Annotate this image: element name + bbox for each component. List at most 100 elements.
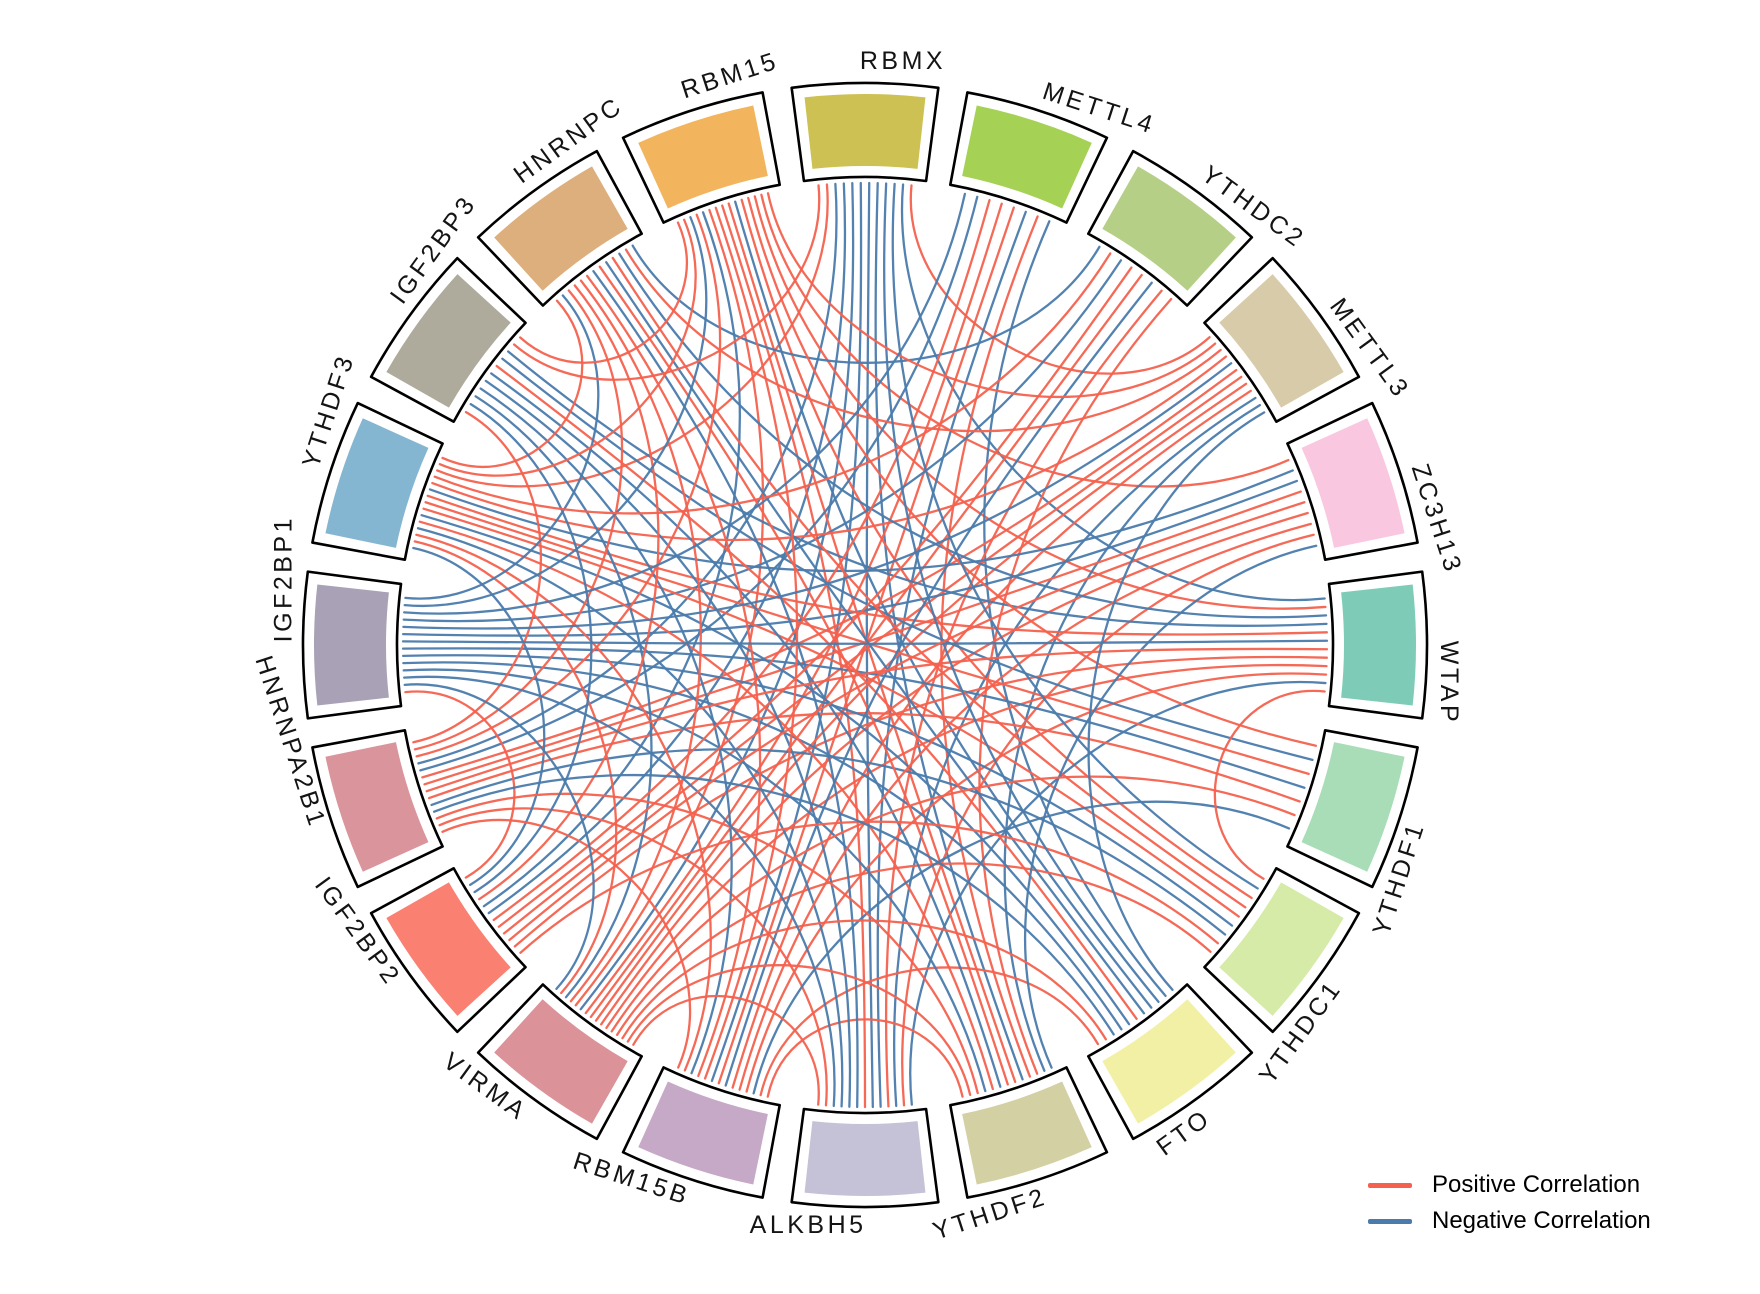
chord-link-ALKBH5-IGF2BP1 [403, 675, 836, 1108]
chord-link-RBMX-FTO [883, 182, 1160, 1003]
chord-link-RBM15-YTHDC1 [740, 198, 1253, 900]
chord-link-IGF2BP1-RBM15 [403, 216, 708, 608]
chord-link-ZC3H13-YTHDF3 [428, 469, 1294, 573]
sector-METTL3 [1203, 256, 1361, 423]
chord-link-ALKBH5-VIRMA [632, 994, 820, 1106]
chord-link-METTL4-VIRMA [584, 202, 1003, 1015]
chord-link-YTHDF2-RBM15B [766, 1018, 964, 1098]
chord-link-RBM15B-HNRNPC [586, 274, 762, 1078]
chord-link-WTAP-IGF2BP1 [401, 639, 1329, 645]
chord-link-RBM15B-HNRNPA2B1 [441, 818, 692, 1069]
sector-VIRMA [476, 983, 643, 1141]
chord-link-ZC3H13-YTHDF2 [1023, 544, 1318, 1069]
chord-link-FTO-VIRMA [621, 919, 1107, 1041]
sector-block-YTHDC1 [1219, 882, 1344, 1016]
chord-link-YTHDC2-VIRMA [589, 273, 1143, 1019]
chord-link-ZC3H13-IGF2BP2 [508, 501, 1306, 942]
sector-block-YTHDC2 [1102, 166, 1236, 291]
sector-ALKBH5 [790, 1107, 940, 1209]
chord-link-YTHDF1-RBM15B [752, 800, 1291, 1095]
legend: Positive Correlation Negative Correlatio… [1368, 1171, 1651, 1234]
chord-link-RBMX-METTL3 [909, 184, 1211, 375]
sector-HNRNPC [476, 149, 643, 307]
sector-block-IGF2BP2 [386, 882, 511, 1016]
sector-label-WTAP: WTAP [1435, 641, 1463, 725]
chord-link-IGF2BP1-HNRNPC [404, 294, 600, 600]
chord-link-METTL4-YTHDF2 [940, 215, 1039, 1078]
sector-IGF2BP2 [369, 867, 527, 1034]
chord-link-WTAP-HNRNPC [618, 252, 1328, 619]
chord-link-RBM15-IGF2BP2 [482, 211, 741, 908]
sector-block-FTO [1102, 999, 1236, 1124]
chord-link-RBM15-WTAP [753, 195, 1327, 610]
chord-link-METTL4-IGF2BP2 [492, 198, 991, 922]
chord-link-VIRMA-IGF2BP3 [474, 395, 653, 999]
chord-link-METTL3-IGF2BP1 [402, 362, 1233, 630]
chord-link-RBMX-IGF2BP3 [512, 184, 821, 381]
chord-link-YTHDC2-IGF2BP1 [402, 259, 1123, 623]
legend-label-negative: Negative Correlation [1432, 1207, 1651, 1234]
chord-link-ALKBH5-HNRNPC [592, 270, 859, 1109]
chord-link-YTHDF2-IGF2BP1 [402, 668, 987, 1093]
chord-link-YTHDC1-YTHDF3 [422, 507, 1240, 918]
chord-link-YTHDC1-HNRNPA2B1 [430, 748, 1227, 936]
chord-link-HNRNPA2B1-IGF2BP3 [412, 410, 542, 744]
chord-link-WTAP-YTHDF3 [426, 494, 1328, 636]
chord-link-WTAP-HNRNPA2B1 [425, 647, 1329, 793]
chord-link-WTAP-RBM15B [745, 672, 1328, 1093]
chord-links-layer [401, 181, 1329, 1109]
sector-FTO [1087, 983, 1254, 1141]
chord-link-ZC3H13-ALKBH5 [901, 533, 1315, 1107]
legend-label-positive: Positive Correlation [1432, 1171, 1641, 1198]
sector-block-METTL3 [1219, 274, 1344, 408]
sector-block-IGF2BP1 [314, 584, 389, 706]
chord-link-RBM15-METTL3 [766, 192, 1217, 399]
chord-link-METTL4-IGF2BP1 [403, 192, 967, 615]
chord-link-VIRMA-IGF2BP1 [403, 683, 595, 990]
sector-block-ZC3H13 [1301, 418, 1405, 548]
chord-link-HNRNPA2B1-HNRNPC [413, 289, 624, 751]
chord-link-YTHDF2-HNRNPA2B1 [435, 792, 979, 1095]
sector-block-VIRMA [494, 999, 628, 1124]
chord-link-YTHDF2-HNRNPC [598, 265, 1009, 1086]
sector-YTHDF2 [948, 1066, 1109, 1199]
chord-link-YTHDC1-IGF2BP1 [401, 654, 1234, 927]
chord-link-FTO-IGF2BP3 [495, 364, 1138, 1020]
sector-METTL4 [948, 91, 1109, 224]
chord-link-YTHDF1-VIRMA [610, 775, 1296, 1033]
sector-RBMX [790, 81, 940, 183]
sector-YTHDC2 [1087, 149, 1254, 307]
chord-link-METTL4-HNRNPA2B1 [419, 195, 979, 772]
sector-HNRNPA2B1 [311, 728, 444, 889]
chord-link-WTAP-VIRMA [605, 664, 1328, 1030]
sector-ZC3H13 [1286, 401, 1419, 562]
sector-label-RBM15: RBM15 [678, 47, 783, 105]
sector-IGF2BP3 [369, 256, 527, 423]
chord-link-RBMX-YTHDF2 [874, 182, 1024, 1081]
chord-link-YTHDC2-RBM15B [724, 281, 1153, 1087]
sector-YTHDC1 [1203, 867, 1361, 1034]
chord-link-HNRNPA2B1-RBM15 [415, 213, 722, 758]
sector-block-HNRNPA2B1 [325, 742, 429, 872]
chord-link-METTL3-HNRNPC [624, 248, 1222, 433]
negative-correlation-line-icon [1368, 1218, 1412, 1224]
chord-link-IGF2BP3-RBM15 [519, 221, 688, 364]
chord-link-FTO-IGF2BP1 [402, 661, 1123, 1031]
chord-link-ZC3H13-RBM15B [738, 522, 1312, 1091]
legend-item-negative: Negative Correlation [1368, 1207, 1651, 1234]
chord-link-WTAP-IGF2BP3 [507, 350, 1328, 627]
chord-link-IGF2BP2-IGF2BP3 [469, 403, 593, 894]
chord-link-RBMX-YTHDC1 [891, 182, 1259, 890]
sector-block-RBM15B [638, 1081, 768, 1185]
chord-link-METTL3-YTHDF2 [1003, 404, 1262, 1072]
sector-label-ZC3H13: ZC3H13 [1406, 461, 1468, 578]
chord-link-RBM15B-YTHDF3 [415, 533, 712, 1072]
legend-item-positive: Positive Correlation [1368, 1171, 1651, 1198]
chord-link-RBMX-IGF2BP2 [487, 182, 847, 915]
chord-link-ALKBH5-YTHDF3 [416, 527, 844, 1108]
sector-block-RBM15 [638, 105, 768, 209]
sector-label-RBMX: RBMX [860, 47, 946, 75]
chord-link-METTL3-FTO [1087, 411, 1266, 991]
